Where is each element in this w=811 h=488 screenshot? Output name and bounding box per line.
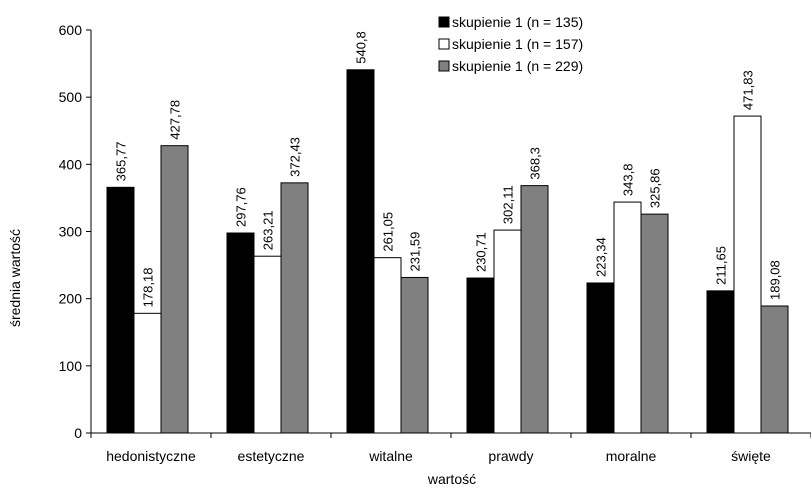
data-label: 211,65 bbox=[714, 246, 729, 285]
bar-2-2 bbox=[253, 255, 282, 434]
x-tick-label: święte bbox=[731, 448, 771, 464]
legend-label-2: skupienie 1 (n = 157) bbox=[452, 36, 583, 52]
data-label: 343,8 bbox=[621, 164, 636, 197]
data-label: 368,3 bbox=[528, 147, 543, 180]
y-axis-title: średnia wartość bbox=[7, 229, 23, 327]
legend: skupienie 1 (n = 135) skupienie 1 (n = 15… bbox=[438, 14, 583, 74]
x-axis-title: wartość bbox=[427, 471, 476, 487]
data-label: 427,78 bbox=[168, 100, 183, 140]
x-tick-label: hedonistyczne bbox=[106, 448, 196, 464]
data-label: 365,77 bbox=[114, 142, 129, 182]
data-labels-layer: 365,77 178,18 427,78 297,76 263,21 372,43 540,… bbox=[114, 31, 783, 307]
x-tick-label: moralne bbox=[606, 448, 657, 464]
y-tick-label: 500 bbox=[59, 89, 83, 105]
legend-swatch-2 bbox=[438, 38, 450, 50]
bar-1-6 bbox=[706, 290, 735, 434]
x-tick-label: witalne bbox=[368, 448, 413, 464]
bar-1-1 bbox=[106, 186, 135, 434]
y-tick-label: 400 bbox=[59, 156, 83, 172]
legend-label-1: skupienie 1 (n = 135) bbox=[452, 14, 583, 30]
bar-2-3 bbox=[373, 257, 402, 434]
data-label: 178,18 bbox=[141, 268, 156, 308]
bar-2-1 bbox=[133, 312, 162, 434]
bar-2-6 bbox=[733, 115, 762, 434]
data-label: 302,11 bbox=[501, 185, 516, 224]
data-label: 325,86 bbox=[648, 168, 663, 208]
data-label: 223,34 bbox=[594, 237, 609, 277]
bar-1-4 bbox=[466, 277, 495, 434]
bar-2-4 bbox=[493, 229, 522, 434]
axes-layer: 0 100 200 300 400 500 600 hedonistyczne estetycz… bbox=[59, 22, 811, 464]
data-label: 540,8 bbox=[354, 31, 369, 64]
bar-3-5 bbox=[640, 213, 669, 434]
x-tick-label: estetyczne bbox=[238, 448, 305, 464]
legend-swatch-3 bbox=[438, 60, 450, 72]
y-tick-label: 200 bbox=[59, 291, 83, 307]
data-label: 263,21 bbox=[261, 210, 276, 250]
legend-swatch-1 bbox=[438, 16, 450, 28]
data-label: 471,83 bbox=[741, 70, 756, 110]
bar-1-2 bbox=[226, 232, 255, 434]
y-tick-label: 100 bbox=[59, 358, 83, 374]
bar-1-3 bbox=[346, 69, 375, 434]
bar-3-2 bbox=[280, 182, 309, 434]
data-label: 230,71 bbox=[474, 232, 489, 272]
y-tick-label: 300 bbox=[59, 224, 83, 240]
legend-label-3: skupienie 1 (n = 229) bbox=[452, 58, 583, 74]
data-label: 231,59 bbox=[408, 232, 423, 272]
bar-3-3 bbox=[400, 276, 429, 434]
data-label: 297,76 bbox=[234, 187, 249, 227]
bar-2-5 bbox=[613, 201, 642, 434]
bar-3-4 bbox=[520, 185, 549, 434]
bar-1-5 bbox=[586, 282, 615, 434]
bar-3-1 bbox=[160, 145, 189, 434]
data-label: 189,08 bbox=[768, 260, 783, 300]
x-tick-label: prawdy bbox=[488, 448, 533, 464]
data-label: 372,43 bbox=[288, 137, 303, 177]
data-label: 261,05 bbox=[381, 212, 396, 252]
y-tick-label: 0 bbox=[74, 425, 82, 441]
y-tick-label: 600 bbox=[59, 22, 83, 38]
bars-layer bbox=[106, 69, 789, 434]
bar-3-6 bbox=[760, 305, 789, 434]
